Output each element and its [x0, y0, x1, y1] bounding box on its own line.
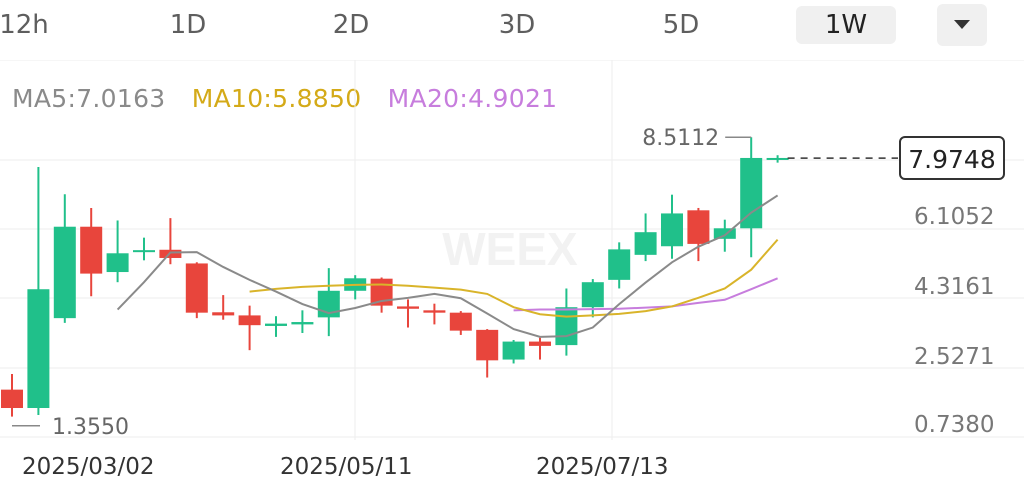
candle-body	[502, 341, 525, 360]
candle-body	[238, 315, 261, 326]
candle-body	[291, 322, 314, 325]
y-tick-label: 4.3161	[914, 274, 995, 300]
candle-body	[661, 213, 683, 247]
ma10-label: MA10:5.8850	[191, 84, 362, 113]
tab-1w[interactable]: 1W	[796, 6, 896, 44]
tab-2d[interactable]: 2D	[332, 10, 370, 40]
candle-body	[581, 282, 604, 308]
y-tick-label: 6.1052	[914, 204, 995, 230]
candle-body	[265, 323, 287, 326]
candle-body	[27, 289, 50, 409]
candle-body	[397, 306, 419, 309]
ma20-label: MA20:4.9021	[387, 84, 558, 113]
candle-body	[766, 157, 789, 160]
x-tick-label: 2025/07/13	[536, 454, 669, 480]
candle-body	[53, 226, 76, 319]
high-price-label: 8.5112	[642, 126, 719, 151]
candle-body	[449, 312, 472, 331]
candle-body	[713, 228, 736, 239]
caret-down-icon	[954, 20, 970, 29]
tab-12h[interactable]: 12h	[0, 10, 49, 40]
x-tick-label: 2025/05/11	[280, 454, 413, 480]
tab-1d[interactable]: 1D	[169, 10, 207, 40]
timeframe-tabs: 12h 1D 2D 3D 5D 1W	[0, 0, 1024, 56]
candle-body	[1, 389, 23, 409]
candle-body	[423, 310, 446, 313]
ma-lines	[116, 194, 779, 338]
candlestick-chart[interactable]: WEEX 8.5112 1.3550	[0, 60, 1024, 460]
tab-3d[interactable]: 3D	[498, 10, 536, 40]
candle-body	[185, 263, 208, 313]
y-tick-label: 2.5271	[914, 344, 995, 370]
candle-body	[133, 250, 155, 253]
candle-body	[555, 307, 578, 346]
candle-body	[529, 341, 551, 346]
tab-5d[interactable]: 5D	[662, 10, 700, 40]
annotations: 8.5112 1.3550	[12, 126, 898, 440]
ma5-line	[116, 194, 779, 338]
candle-body	[608, 249, 631, 280]
candle-body	[634, 232, 657, 255]
timeframe-dropdown[interactable]	[937, 4, 987, 46]
candle-body	[476, 329, 499, 361]
ma20-line	[513, 277, 778, 312]
candle-body	[740, 157, 763, 229]
candle-body	[687, 210, 710, 244]
ma10-line	[249, 238, 779, 318]
current-price-box: 7.9748	[899, 136, 1005, 180]
ma5-label: MA5:7.0163	[12, 84, 166, 113]
ma-indicators: MA5:7.0163 MA10:5.8850 MA20:4.9021	[12, 84, 575, 113]
x-tick-label: 2025/03/02	[22, 454, 155, 480]
candle-body	[212, 312, 235, 316]
y-tick-label: 0.7380	[914, 412, 995, 438]
candle-body	[80, 226, 103, 274]
candles	[1, 137, 789, 417]
candle-body	[106, 253, 129, 273]
low-price-label: 1.3550	[52, 415, 129, 440]
watermark-logo: WEEX	[442, 223, 578, 275]
